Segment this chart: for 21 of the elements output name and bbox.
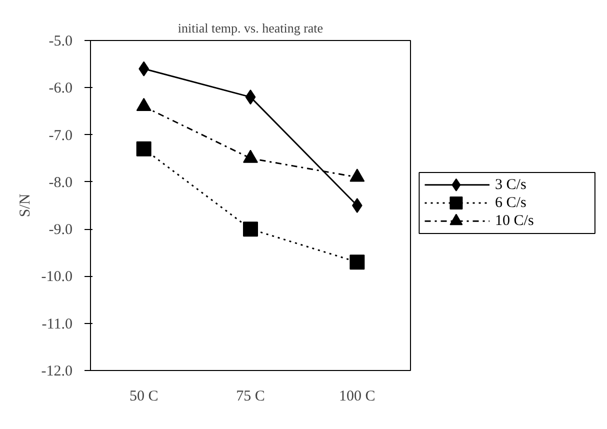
legend-label: 6 C/s	[495, 195, 526, 212]
point	[136, 141, 152, 156]
y-tick-label: -5.0	[48, 34, 73, 50]
x-tick-label: 100 C	[339, 388, 376, 404]
point	[352, 198, 362, 213]
point	[243, 222, 258, 237]
chart-title: initial temp. vs. heating rate	[178, 20, 324, 36]
y-tick-label: -12.0	[41, 364, 73, 380]
y-tick-label: -9.0	[48, 222, 73, 238]
point	[350, 254, 365, 270]
legend-label: 3 C/s	[495, 176, 526, 193]
x-tick-label: 50 C	[129, 388, 158, 404]
point	[245, 90, 256, 105]
y-tick-label: -8.0	[48, 174, 73, 191]
y-tick-label: -7.0	[48, 128, 73, 144]
x-tick-label: 75 C	[236, 388, 265, 404]
y-tick-label: -6.0	[48, 80, 73, 97]
y-tick-label: -11.0	[42, 316, 73, 332]
y-tick-label: -10.0	[41, 269, 73, 286]
legend-label: 10 C/s	[495, 213, 534, 230]
y-axis-title: S/N	[17, 194, 34, 218]
